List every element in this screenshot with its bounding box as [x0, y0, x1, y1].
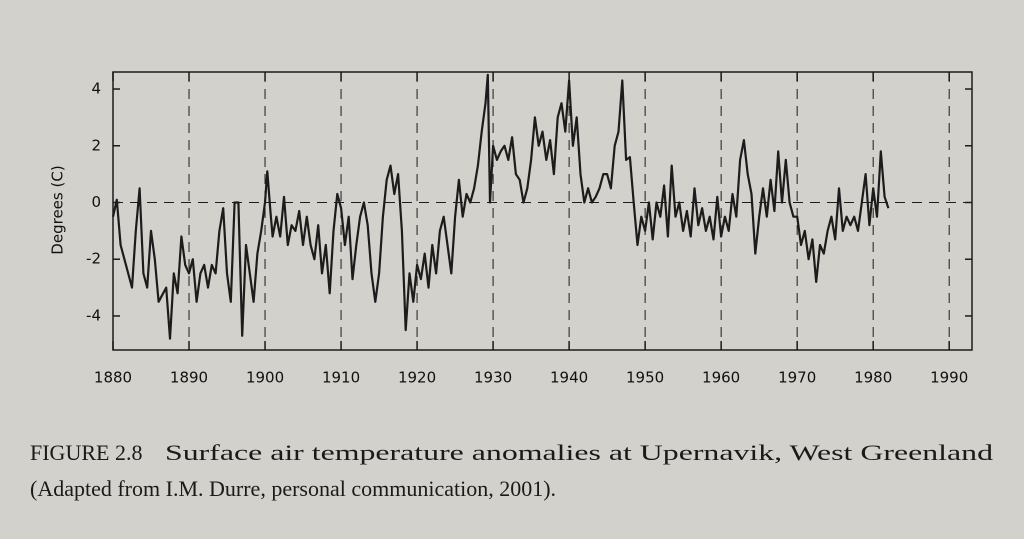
- plot-frame: [112, 71, 973, 351]
- x-tick-label: 1940: [550, 369, 588, 387]
- y-tick-label: 2: [91, 136, 101, 154]
- x-tick-label: 1960: [702, 369, 740, 387]
- temperature-line: [111, 73, 890, 340]
- caption-line: Surface air temperature anomalies at Upe…: [165, 440, 993, 465]
- y-axis-label: Degrees (C): [49, 165, 67, 254]
- y-tick-label: 4: [91, 80, 101, 98]
- x-tick-label: 1990: [930, 369, 968, 387]
- x-tick-label: 1920: [398, 369, 436, 387]
- x-tick-label: 1900: [246, 369, 284, 387]
- y-tick-label: -4: [86, 306, 101, 324]
- x-tick-label: 1890: [170, 369, 208, 387]
- x-tick-label: 1930: [474, 369, 512, 387]
- caption-line: (Adapted from I.M. Durre, personal commu…: [30, 476, 556, 501]
- x-tick-label: 1980: [854, 369, 892, 387]
- y-tick-label: 0: [91, 193, 101, 211]
- x-tick-label: 1910: [322, 369, 360, 387]
- x-tick-label: 1880: [94, 369, 132, 387]
- y-tick-label: -2: [86, 250, 101, 268]
- figure-label: FIGURE 2.8: [30, 440, 142, 465]
- x-tick-label: 1970: [778, 369, 816, 387]
- x-tick-label: 1950: [626, 369, 664, 387]
